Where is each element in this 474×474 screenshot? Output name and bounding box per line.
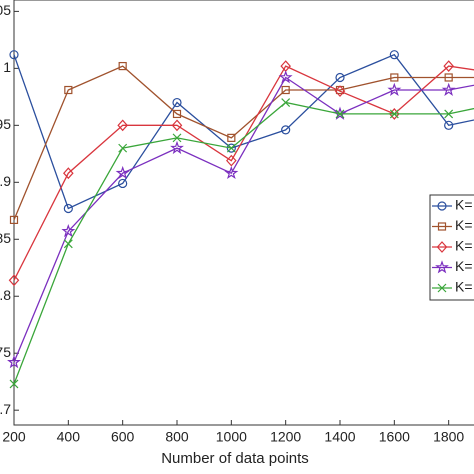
marker xyxy=(443,60,454,72)
marker xyxy=(387,82,402,97)
marker xyxy=(8,274,20,287)
marker xyxy=(390,73,399,82)
marker xyxy=(444,109,454,119)
x-tick-label: 1400 xyxy=(324,429,355,445)
marker xyxy=(333,106,347,120)
x-tick-label: 600 xyxy=(111,429,135,445)
marker xyxy=(61,223,76,238)
y-tick-label: 1 xyxy=(3,59,11,75)
x-axis-label: Number of data points xyxy=(161,450,309,467)
marker xyxy=(335,72,345,83)
marker xyxy=(63,239,73,249)
marker xyxy=(117,119,128,132)
marker xyxy=(441,82,456,97)
marker xyxy=(224,165,239,180)
marker xyxy=(227,133,236,142)
x-tick-label: 1200 xyxy=(270,429,301,445)
marker xyxy=(9,50,19,60)
marker xyxy=(118,178,128,189)
y-tick-label: 0.75 xyxy=(0,344,11,360)
marker xyxy=(172,97,182,108)
marker xyxy=(281,98,291,107)
marker xyxy=(278,70,293,84)
marker xyxy=(226,143,236,153)
marker xyxy=(63,203,73,214)
marker xyxy=(436,241,448,253)
y-tick-label: 0.95 xyxy=(0,116,11,132)
y-tick-label: 1.05 xyxy=(0,2,11,18)
marker xyxy=(170,140,184,155)
marker xyxy=(437,201,447,211)
x-tick-label: 400 xyxy=(57,429,81,445)
marker xyxy=(444,73,453,82)
marker xyxy=(118,61,127,71)
marker xyxy=(389,109,399,119)
marker xyxy=(226,143,236,153)
y-tick-label: 0.9 xyxy=(0,173,11,189)
marker xyxy=(63,167,74,180)
legend-label: K= xyxy=(455,279,473,295)
marker xyxy=(9,379,19,389)
legend-label: K= xyxy=(455,217,473,233)
x-tick-label: 1800 xyxy=(433,429,464,445)
marker xyxy=(281,125,291,135)
marker xyxy=(389,108,400,120)
series-line xyxy=(13,76,474,363)
marker xyxy=(9,215,19,225)
marker xyxy=(115,165,130,180)
marker xyxy=(7,354,21,369)
marker xyxy=(226,154,237,167)
marker xyxy=(118,143,128,153)
legend-label: K= xyxy=(455,238,473,254)
y-tick-label: 0.8 xyxy=(0,287,11,303)
y-tick-label: 0.7 xyxy=(0,401,11,417)
marker xyxy=(335,109,345,119)
x-tick-label: 1000 xyxy=(216,429,247,445)
marker xyxy=(437,222,447,231)
marker xyxy=(64,85,73,95)
marker xyxy=(172,109,182,119)
y-tick-label: 0.85 xyxy=(0,230,11,246)
marker xyxy=(172,133,182,143)
marker xyxy=(281,85,290,95)
legend-label: K= xyxy=(455,258,473,274)
marker xyxy=(444,120,454,130)
marker xyxy=(334,85,346,98)
legend-label: K= xyxy=(455,197,473,213)
marker xyxy=(171,119,183,132)
series-line xyxy=(13,65,474,281)
x-tick-label: 1600 xyxy=(379,429,410,445)
series-line xyxy=(13,65,474,221)
marker xyxy=(435,260,449,274)
marker xyxy=(389,50,399,60)
x-tick-label: 800 xyxy=(165,429,189,445)
marker xyxy=(437,283,447,293)
series-line xyxy=(13,101,474,385)
plot-area xyxy=(13,0,474,426)
x-tick-label: 200 xyxy=(2,429,26,445)
